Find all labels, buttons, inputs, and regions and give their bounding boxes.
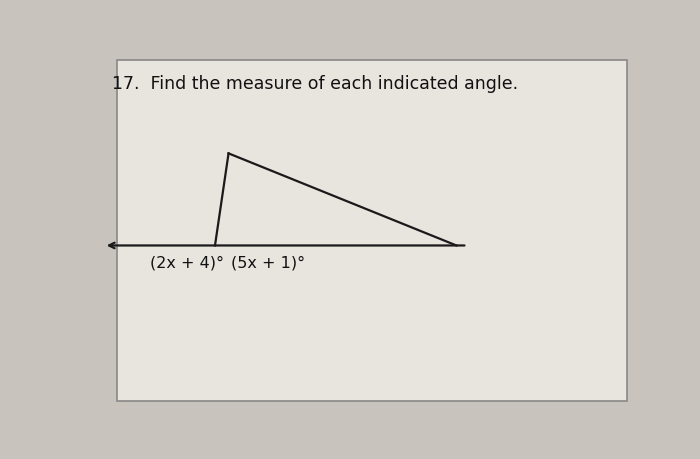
FancyBboxPatch shape <box>118 61 627 402</box>
Text: (5x + 1)°: (5x + 1)° <box>231 255 305 270</box>
Text: 17.  Find the measure of each indicated angle.: 17. Find the measure of each indicated a… <box>112 74 518 92</box>
Text: (2x + 4)°: (2x + 4)° <box>150 255 224 270</box>
